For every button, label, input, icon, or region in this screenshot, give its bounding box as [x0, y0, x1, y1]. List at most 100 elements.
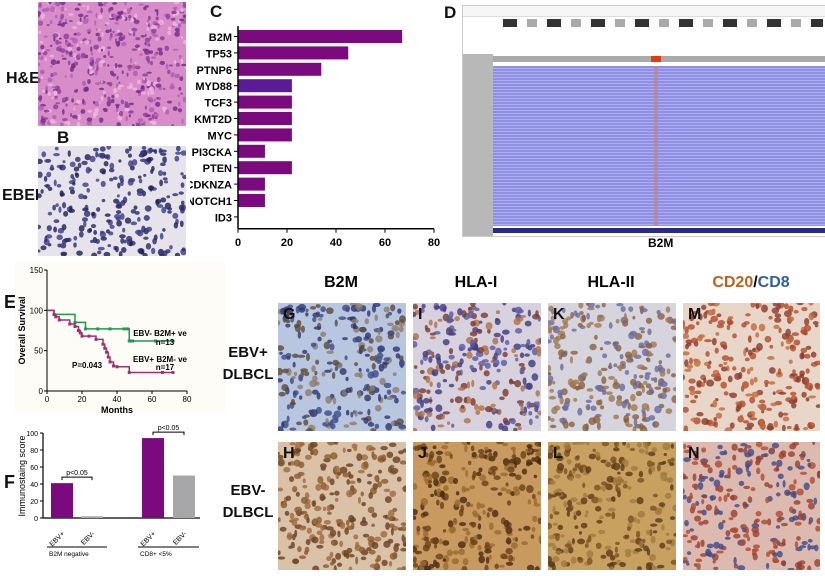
panel-d-label: D [444, 3, 457, 22]
significance-label: p<0.05 [158, 425, 180, 432]
row-label-ebv-pos: EBV+ DLBCL [218, 342, 278, 386]
mutation-frequency-chart: B2M TP53 PTNP6 MYD88 TCF3 KMT2D MYC PI3CKA PTEN C… [190, 26, 440, 249]
ihc-micrograph-g: G [278, 303, 406, 431]
censor-mark [154, 339, 157, 343]
x-tick-label: 20 [281, 237, 293, 249]
x-tick-label: 20 [78, 395, 87, 404]
bar [173, 475, 195, 518]
censor-mark [112, 364, 115, 368]
censor-mark [57, 318, 61, 322]
bar [238, 62, 322, 76]
bar [238, 79, 292, 93]
censor-mark [171, 339, 175, 343]
ihc-micrograph-l: L [548, 442, 676, 570]
micrograph-letter: M [688, 306, 702, 323]
legend-series-1-n: n=13 [156, 338, 175, 347]
censor-mark [78, 331, 82, 335]
bar [238, 128, 292, 142]
bar [238, 95, 292, 109]
panel-b-label: B [57, 128, 70, 147]
row-label-line1: EBV- [230, 482, 266, 499]
row-label-line2: DLBCL [222, 366, 274, 383]
category-label: ID3 [215, 212, 232, 224]
plot-background [15, 262, 225, 414]
y-tick-label: 80 [30, 448, 38, 455]
y-tick-label: 100 [26, 431, 38, 438]
x-tick-label: 40 [330, 237, 342, 249]
y-tick-label: 40 [30, 482, 38, 489]
y-tick-label: 100 [30, 306, 44, 315]
x-tick-label: 80 [428, 237, 440, 249]
y-tick-label: 0 [39, 387, 44, 396]
censor-mark [171, 370, 175, 374]
genome-browser-view [462, 5, 825, 237]
censor-mark [127, 339, 131, 343]
censor-mark [127, 370, 131, 374]
ihc-micrograph-m: M [683, 303, 820, 431]
x-tick-label: 40 [113, 395, 122, 404]
x-tick-label: EBV- [80, 530, 97, 547]
category-label: PTEN [203, 163, 232, 175]
x-tick-label: EBV- [172, 530, 189, 547]
cd8-label: CD8 [757, 274, 790, 291]
track-names [463, 54, 493, 236]
panel-e-label: E [4, 292, 17, 312]
y-tick-label: 150 [30, 266, 44, 275]
x-tick-label: 60 [379, 237, 391, 249]
x-axis-label: Months [101, 405, 133, 414]
censor-mark [80, 334, 84, 338]
censor-mark [73, 324, 77, 328]
legend-series-2: EBV+ B2M- ve [133, 355, 188, 364]
y-tick-label: 60 [30, 465, 38, 472]
micrograph-letter: L [553, 445, 563, 462]
category-label: TP53 [206, 48, 232, 60]
category-label: PTNP6 [197, 65, 232, 77]
micrograph-letter: N [688, 445, 700, 462]
censor-mark [68, 322, 72, 326]
censor-mark [84, 327, 87, 331]
significance-bracket [61, 476, 93, 481]
panel-f-label: F [4, 472, 15, 492]
censor-mark [96, 327, 100, 331]
significance-label: p<0.05 [66, 470, 88, 477]
category-label: CDKNZA [190, 180, 232, 192]
col-header-hla-ii: HLA-II [587, 274, 635, 291]
x-tick-label: 0 [235, 237, 241, 249]
bar [81, 516, 103, 518]
p-value: P=0.043 [72, 361, 103, 370]
gene-label: B2M [648, 236, 674, 250]
censor-mark [126, 327, 129, 331]
legend-series-2-n: n=17 [156, 363, 175, 372]
micrograph-letter: G [283, 306, 296, 323]
censor-mark [103, 346, 107, 350]
censor-mark [73, 320, 77, 324]
censor-mark [161, 370, 164, 374]
bar [238, 144, 265, 158]
row-label-ebv-neg: EBV- DLBCL [218, 480, 278, 524]
panel-c-label: C [210, 2, 223, 21]
y-axis-label: Overall Survival [17, 296, 27, 364]
browser-toolbar [463, 6, 825, 17]
category-label: PI3CKA [192, 147, 232, 159]
y-axis-label: Immunostaing score [18, 435, 27, 516]
survival-chart: 0 50 100 150 0 20 40 60 80 Months Overall Survival… [15, 262, 225, 414]
x-tick-label: 60 [148, 395, 157, 404]
bar [238, 161, 292, 175]
group-label: CD8+ <5% [140, 551, 172, 558]
ihc-micrograph-j: J [413, 442, 541, 570]
censor-mark [129, 339, 133, 343]
gene-track [493, 228, 825, 233]
censor-mark [108, 360, 112, 364]
bar [51, 483, 73, 518]
category-label: KMT2D [194, 114, 232, 126]
coverage-track [493, 56, 825, 62]
micrograph-letter: I [418, 306, 423, 323]
ebers-micrograph [38, 146, 186, 256]
bar [238, 46, 349, 60]
censor-mark [101, 342, 105, 346]
x-tick-label: EBV+ [49, 530, 67, 548]
row-label-line1: EBV+ [228, 344, 268, 361]
he-micrograph [38, 2, 186, 126]
